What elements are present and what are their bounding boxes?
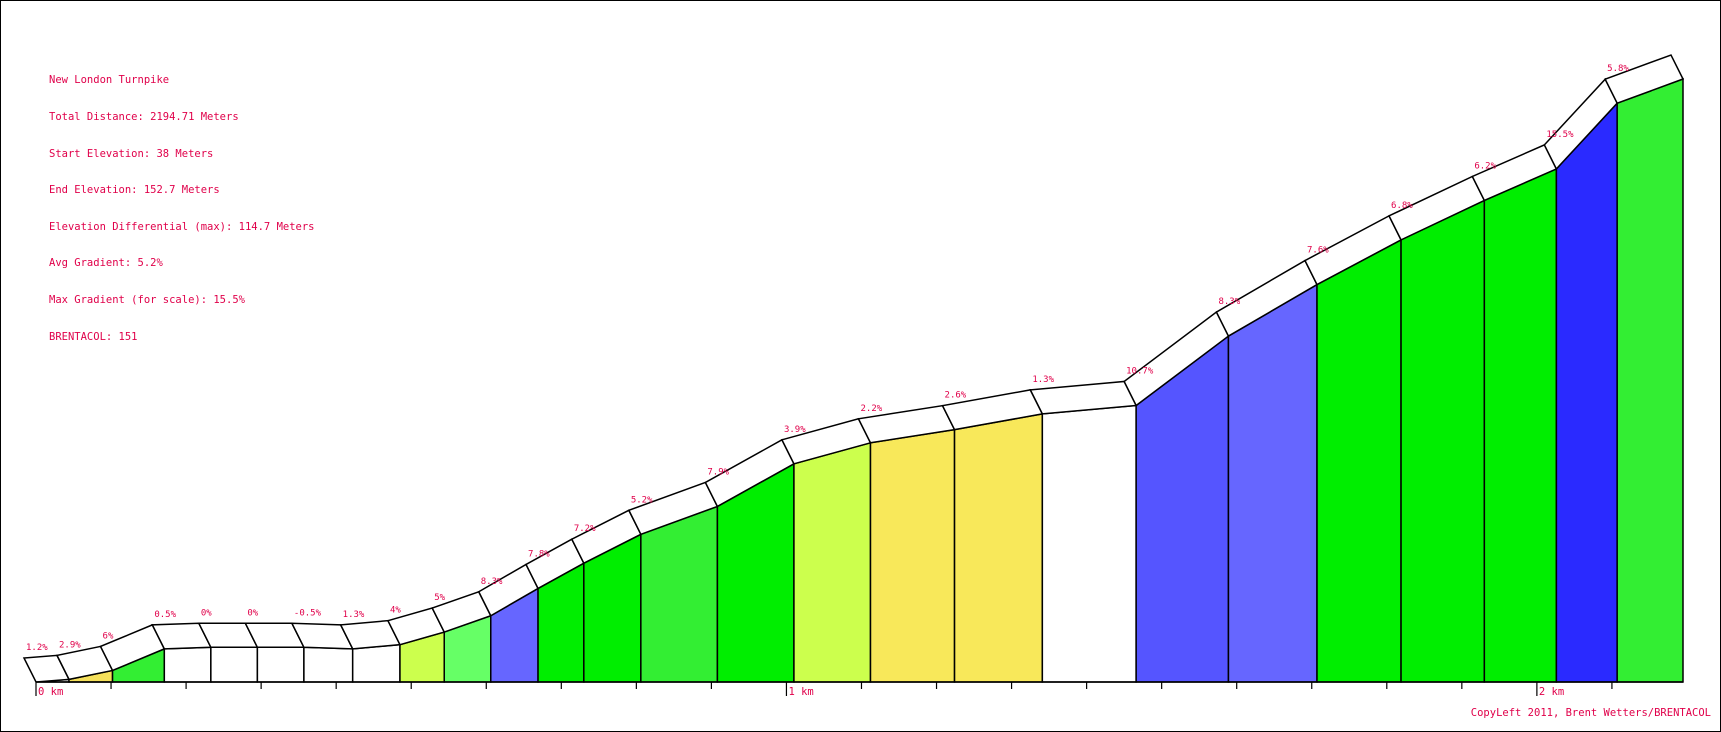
gradient-label: 4% [390, 606, 401, 616]
profile-segment [1616, 77, 1684, 683]
gradient-label: 3.9% [784, 425, 806, 435]
brentacol-score: BRENTACOL: 151 [49, 330, 138, 343]
gradient-label: 0.5% [154, 610, 176, 620]
profile-segment [210, 646, 259, 683]
x-tick-label: 0 km [38, 686, 63, 698]
gradient-label: 6% [103, 631, 114, 641]
profile-segment [793, 441, 872, 683]
total-distance: Total Distance: 2194.71 Meters [49, 111, 239, 123]
profile-segment [351, 643, 401, 683]
gradient-label: 10.7% [1126, 366, 1154, 376]
gradient-label: 1.2% [26, 643, 48, 653]
profile-segment [640, 505, 719, 683]
x-tick-label: 2 km [1539, 686, 1564, 698]
profile-segment [1316, 238, 1402, 683]
gradient-label: 6.8% [1391, 201, 1413, 211]
gradient-label: 2.2% [860, 404, 882, 414]
profile-segment [163, 646, 212, 683]
avg-gradient: Avg Gradient: 5.2% [49, 257, 163, 270]
gradient-label: 5.2% [631, 495, 653, 505]
gradient-label: 8.3% [481, 577, 503, 587]
profile-segment [1555, 101, 1618, 683]
road-band [1604, 54, 1685, 105]
gradient-label: 1.3% [1032, 375, 1054, 385]
profile-segment [1227, 283, 1318, 683]
gradient-label: 6.2% [1474, 161, 1496, 171]
start-elevation: Start Elevation: 38 Meters [49, 147, 214, 160]
gradient-label: 1.3% [343, 610, 365, 620]
route-info-panel: New London Turnpike Total Distance: 2194… [49, 50, 315, 355]
gradient-label: 7.2% [574, 524, 596, 534]
profile-segment [303, 646, 354, 683]
profile-segment [1400, 199, 1486, 683]
profile-segment [256, 646, 305, 683]
gradient-label: 7.9% [707, 467, 729, 477]
end-elevation: End Elevation: 152.7 Meters [49, 184, 220, 197]
gradient-label: 8.3% [1218, 297, 1240, 307]
elevation-differential: Elevation Differential (max): 114.7 Mete… [49, 220, 315, 233]
gradient-label: 0% [201, 608, 212, 618]
profile-segment [953, 412, 1044, 683]
gradient-label: 5% [434, 593, 445, 603]
gradient-label: 0% [247, 608, 258, 618]
gradient-label: 7.6% [1307, 246, 1329, 256]
profile-segment [869, 428, 956, 683]
max-gradient: Max Gradient (for scale): 15.5% [49, 293, 245, 306]
profile-segment [1483, 167, 1558, 683]
gradient-label: 15.5% [1546, 130, 1574, 140]
gradient-label: 5.8% [1607, 64, 1629, 74]
gradient-label: 2.6% [945, 391, 967, 401]
x-tick-label: 1 km [788, 686, 813, 698]
gradient-label: 7.8% [528, 549, 550, 559]
gradient-label: 2.9% [59, 640, 81, 650]
profile-segment [1041, 404, 1137, 683]
copyright-text: CopyLeft 2011, Brent Wetters/BRENTACOL [1470, 707, 1711, 719]
route-name: New London Turnpike [49, 74, 170, 87]
gradient-label: -0.5% [294, 608, 322, 618]
